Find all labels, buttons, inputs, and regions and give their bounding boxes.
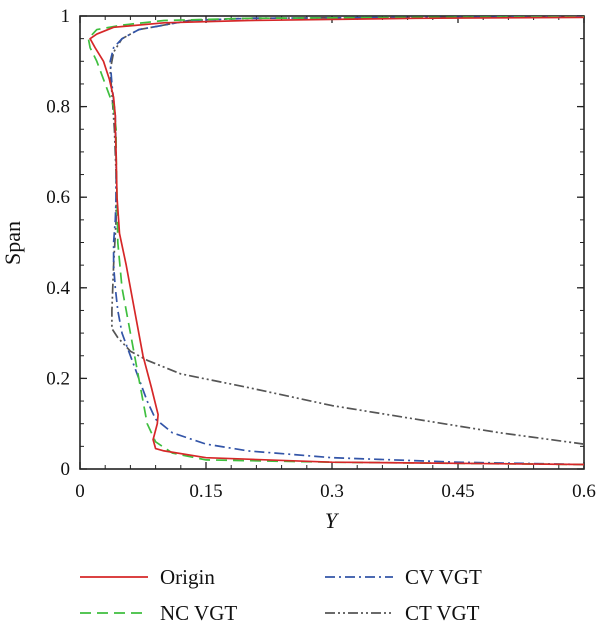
series-line-cv-vgt [109, 16, 585, 466]
x-tick-label: 0.15 [189, 481, 222, 502]
series-line-ct-vgt [109, 16, 585, 445]
legend: Origin NC VGT CV VGT CT VGT [80, 565, 482, 625]
ticks: 0 0.15 0.3 0.45 0.6 0 0.2 0.4 0.6 0.8 1 [46, 6, 596, 502]
y-tick-label: 0.6 [46, 187, 70, 208]
legend-label: Origin [160, 565, 215, 589]
x-tick-label: 0.6 [572, 481, 596, 502]
y-tick-label: 1 [61, 6, 71, 27]
y-tick-label: 0.4 [46, 278, 70, 299]
legend-label: CT VGT [405, 601, 480, 625]
x-tick-label: 0.45 [441, 481, 474, 502]
y-tick-label: 0.8 [46, 97, 70, 118]
series-line-nc-vgt [87, 16, 585, 466]
series-lines [87, 16, 585, 466]
x-tick-label: 0 [75, 481, 85, 502]
y-axis-title: Span [0, 221, 25, 265]
legend-label: NC VGT [160, 601, 237, 625]
y-tick-label: 0 [61, 459, 71, 480]
series-line-origin [89, 16, 585, 466]
y-tick-label: 0.2 [46, 368, 70, 389]
legend-label: CV VGT [405, 565, 482, 589]
x-tick-label: 0.3 [320, 481, 344, 502]
x-axis-title: Y [325, 508, 340, 533]
